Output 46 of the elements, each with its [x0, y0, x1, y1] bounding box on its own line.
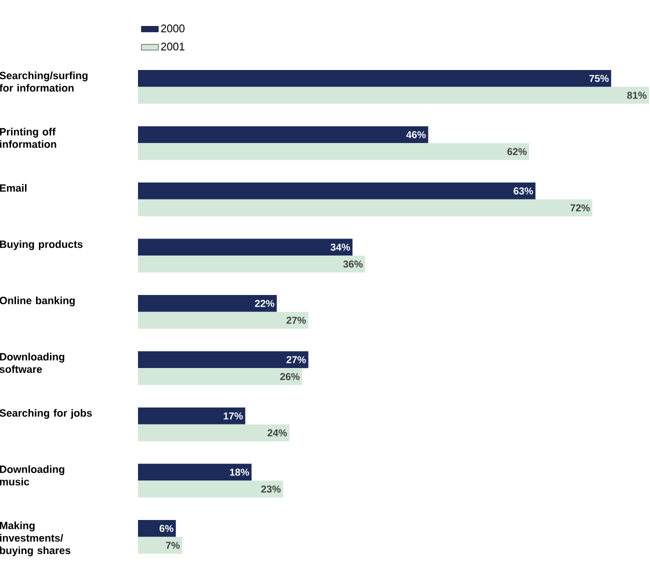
- data-label: 72%: [570, 204, 590, 212]
- bar: [138, 143, 530, 160]
- data-label: 22%: [254, 300, 274, 307]
- bar: [138, 256, 366, 273]
- data-label: 26%: [280, 373, 300, 380]
- bar: [138, 408, 246, 424]
- y-tick-label: Buying products: [0, 240, 83, 250]
- bar: [138, 238, 352, 256]
- y-tick-label: Email: [0, 184, 26, 192]
- bar: [138, 182, 536, 200]
- data-label: 23%: [261, 486, 281, 493]
- bar: [138, 464, 252, 481]
- y-tick-label: Searching for jobs: [0, 409, 92, 419]
- bar: [138, 199, 592, 216]
- data-label: 6%: [160, 524, 174, 532]
- data-label: 27%: [286, 316, 306, 324]
- y-tick-label: Downloading music: [0, 465, 64, 486]
- legend-label: 2000: [161, 24, 185, 32]
- bar: [138, 351, 308, 368]
- data-label: 34%: [330, 244, 350, 251]
- bar: [138, 126, 428, 144]
- data-label: 18%: [230, 468, 250, 476]
- data-label: 24%: [268, 429, 287, 436]
- data-label: 17%: [224, 412, 243, 420]
- bar: [138, 424, 290, 442]
- bar: [138, 312, 308, 329]
- data-label: 27%: [286, 356, 306, 364]
- bar: [138, 520, 176, 537]
- bar: [138, 70, 612, 87]
- bar: [138, 536, 182, 554]
- data-label: 62%: [507, 148, 527, 156]
- data-label: 7%: [166, 542, 180, 549]
- legend-label: 2001: [161, 42, 184, 50]
- data-label: 36%: [343, 260, 363, 268]
- bar: [138, 295, 277, 312]
- y-tick-label: Printing off information: [0, 128, 56, 148]
- data-label: 63%: [514, 187, 533, 194]
- bar: [138, 480, 284, 498]
- bar: [138, 86, 650, 104]
- y-tick-label: Online banking: [0, 296, 75, 306]
- data-label: 81%: [627, 92, 647, 99]
- bar: [138, 368, 302, 386]
- y-tick-label: Making investments/ buying shares: [0, 522, 70, 556]
- data-label: 46%: [406, 131, 426, 138]
- y-tick-label: Downloading software: [0, 352, 64, 373]
- data-label: 75%: [589, 74, 609, 82]
